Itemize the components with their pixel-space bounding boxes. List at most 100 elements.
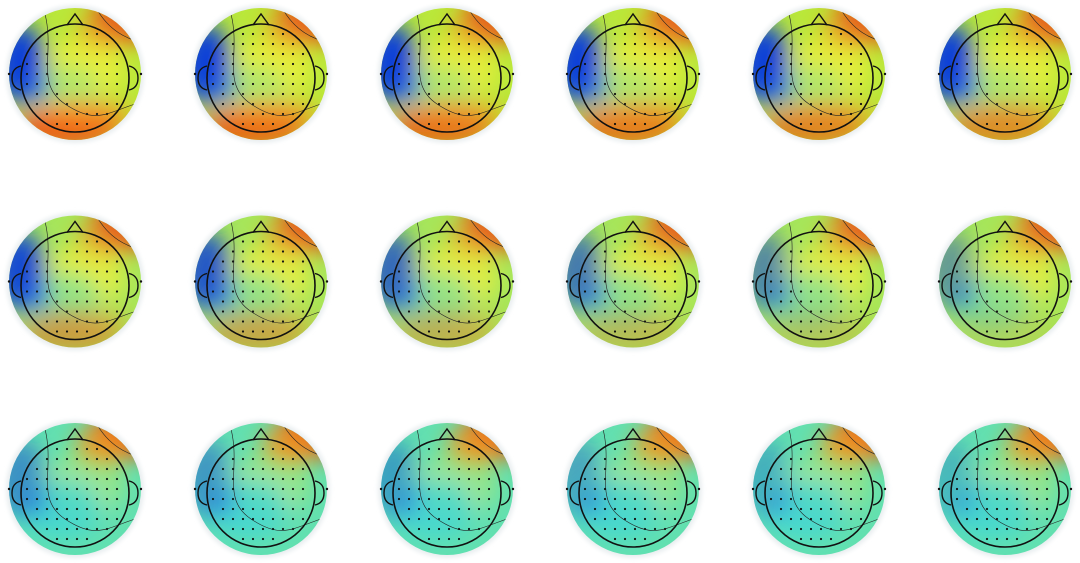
- electrode: [457, 250, 461, 253]
- electrode: [653, 447, 657, 451]
- electrode: [1005, 32, 1009, 36]
- electrode: [955, 62, 959, 66]
- electrode: [955, 487, 959, 491]
- electrode: [859, 270, 863, 273]
- electrode: [965, 487, 969, 491]
- electrode: [1025, 457, 1029, 461]
- electrode: [799, 320, 803, 323]
- electrode: [819, 112, 823, 116]
- electrode: [965, 497, 969, 501]
- electrode: [1035, 62, 1039, 66]
- electrode: [603, 507, 607, 511]
- electrode: [231, 290, 235, 293]
- electrode: [85, 310, 89, 313]
- ear-left: [755, 65, 766, 91]
- electrode: [301, 280, 305, 283]
- electrode: [829, 537, 833, 541]
- electrode: [1035, 250, 1039, 253]
- electrode: [291, 112, 295, 116]
- electrode: [1015, 300, 1019, 303]
- electrode: [65, 62, 69, 66]
- electrode: [643, 497, 647, 501]
- electrode: [55, 537, 59, 541]
- electrode: [301, 507, 305, 511]
- electrode: [251, 497, 255, 501]
- electrode: [583, 497, 587, 501]
- electrode: [231, 517, 235, 521]
- electrode: [789, 517, 793, 521]
- electrode: [417, 310, 421, 313]
- electrode: [115, 92, 119, 96]
- electrode: [1025, 270, 1029, 273]
- electrode: [613, 92, 617, 96]
- electrode: [623, 122, 627, 126]
- electrode: [809, 32, 813, 36]
- electrode: [975, 280, 979, 283]
- electrode: [809, 112, 813, 116]
- electrode: [603, 320, 607, 323]
- electrode: [623, 477, 627, 481]
- electrode: [427, 52, 431, 56]
- electrode: [663, 477, 667, 481]
- electrode: [447, 467, 451, 471]
- electrode: [271, 240, 275, 243]
- electrode: [105, 92, 109, 96]
- electrode: [457, 260, 461, 263]
- electrode: [643, 280, 647, 283]
- electrode: [281, 112, 285, 116]
- electrode: [839, 270, 843, 273]
- electrode: [427, 300, 431, 303]
- electrode: [653, 82, 657, 86]
- electrode: [447, 527, 451, 531]
- electrode: [251, 517, 255, 521]
- electrode: [271, 62, 275, 66]
- topomap: [936, 420, 1074, 558]
- electrode: [65, 320, 69, 323]
- electrode: [565, 487, 569, 491]
- contour: [44, 221, 136, 324]
- electrode: [281, 310, 285, 313]
- electrode: [623, 320, 627, 323]
- electrode: [55, 447, 59, 451]
- electrode: [477, 477, 481, 481]
- electrode: [25, 280, 29, 283]
- electrode: [965, 102, 969, 106]
- electrode: [799, 280, 803, 283]
- electrode: [95, 72, 99, 76]
- electrode: [251, 527, 255, 531]
- electrode: [35, 517, 39, 521]
- electrode: [1035, 310, 1039, 313]
- electrode: [241, 42, 245, 46]
- electrode: [477, 52, 481, 56]
- electrode: [779, 467, 783, 471]
- ear-right: [872, 480, 883, 506]
- electrode: [437, 447, 441, 451]
- electrode: [105, 467, 109, 471]
- nose: [810, 427, 828, 441]
- electrode: [457, 487, 461, 491]
- electrode: [769, 82, 773, 86]
- electrode: [281, 102, 285, 106]
- electrode: [281, 477, 285, 481]
- nose: [810, 12, 828, 26]
- electrode: [819, 320, 823, 323]
- electrode: [271, 270, 275, 273]
- electrode: [995, 447, 999, 451]
- electrode: [995, 320, 999, 323]
- electrode: [829, 92, 833, 96]
- electrode: [829, 457, 833, 461]
- electrode: [417, 260, 421, 263]
- electrode: [291, 527, 295, 531]
- electrode: [261, 82, 265, 86]
- electrode: [653, 497, 657, 501]
- electrode: [407, 62, 411, 66]
- electrode: [839, 497, 843, 501]
- head-outline: [206, 230, 316, 341]
- electrode: [397, 487, 401, 491]
- electrode: [1045, 72, 1049, 76]
- electrode: [477, 527, 481, 531]
- head-outline: [206, 438, 316, 548]
- electrode: [643, 62, 647, 66]
- electrode: [407, 260, 411, 263]
